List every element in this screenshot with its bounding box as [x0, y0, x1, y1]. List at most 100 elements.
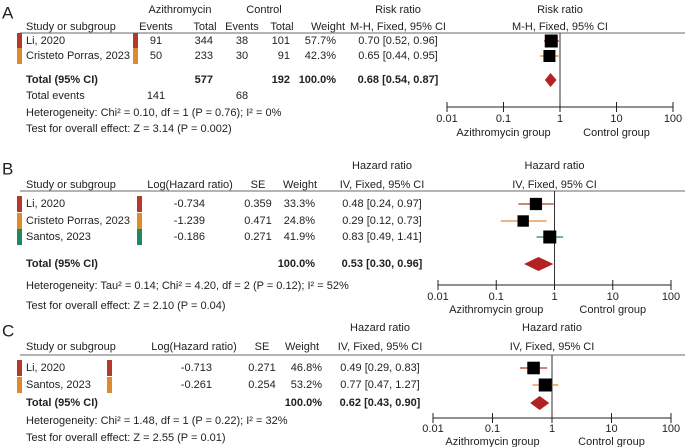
- plot-title: Hazard ratio: [522, 322, 582, 334]
- column-header: Total: [193, 21, 216, 33]
- study-name: Cristeto Porras, 2023: [26, 215, 130, 227]
- study-cell: 24.8%: [284, 215, 315, 227]
- study-cell: -0.186: [174, 231, 205, 243]
- study-color-bar: [17, 33, 22, 49]
- total-cell: 100.0%: [278, 258, 316, 270]
- overall-effect-text: Test for overall effect: Z = 3.14 (P = 0…: [26, 123, 232, 135]
- study-cell: 0.271: [244, 231, 272, 243]
- favours-left-label: Azithromycin group: [456, 127, 550, 139]
- group-header: Risk ratio: [375, 4, 421, 16]
- x-tick-label: 100: [662, 291, 680, 303]
- column-header: Log(Hazard ratio): [147, 179, 233, 191]
- total-events-cell: 68: [236, 90, 248, 102]
- study-color-bar: [17, 229, 22, 245]
- total-cell: 0.68 [0.54, 0.87]: [358, 74, 439, 86]
- panel-letter: C: [2, 321, 14, 340]
- x-tick-label: 10: [610, 113, 622, 125]
- study-name: Li, 2020: [26, 198, 65, 210]
- x-tick-label: 0.01: [427, 291, 448, 303]
- study-color-bar: [17, 213, 22, 229]
- column-header: Events: [225, 21, 259, 33]
- column-header: SE: [251, 179, 266, 191]
- study-cell: 0.48 [0.24, 0.97]: [342, 198, 422, 210]
- study-cell: 0.271: [248, 362, 276, 374]
- study-color-bar: [17, 360, 22, 376]
- study-cell: 91: [150, 35, 162, 47]
- study-color-bar: [133, 48, 138, 64]
- x-tick-label: 10: [607, 291, 619, 303]
- panel-letter: A: [2, 3, 14, 22]
- study-cell: 344: [195, 35, 213, 47]
- study-cell: 0.65 [0.44, 0.95]: [358, 50, 438, 62]
- column-header: IV, Fixed, 95% CI: [338, 341, 423, 353]
- panel-letter: B: [2, 159, 13, 178]
- total-events-cell: 141: [147, 90, 165, 102]
- heterogeneity-text: Heterogeneity: Chi² = 0.10, df = 1 (P = …: [26, 107, 282, 119]
- x-tick-label: 1: [551, 291, 557, 303]
- column-header: Weight: [311, 21, 345, 33]
- study-name: Santos, 2023: [26, 379, 91, 391]
- column-header: Weight: [285, 341, 319, 353]
- total-label: Total (95% CI): [26, 397, 98, 409]
- total-events-label: Total events: [26, 90, 85, 102]
- study-color-bar: [137, 213, 142, 229]
- total-cell: 100.0%: [285, 397, 323, 409]
- overall-effect-text: Test for overall effect: Z = 2.10 (P = 0…: [26, 300, 226, 312]
- column-header-study: Study or subgroup: [26, 341, 116, 353]
- x-tick-label: 0.01: [436, 113, 457, 125]
- plot-title: Hazard ratio: [525, 160, 585, 172]
- study-cell: -0.734: [174, 198, 205, 210]
- x-tick-label: 10: [605, 423, 617, 435]
- x-tick-label: 0.1: [489, 291, 504, 303]
- x-tick-label: 0.01: [422, 423, 443, 435]
- study-cell: 0.83 [0.49, 1.41]: [342, 231, 422, 243]
- pooled-estimate-diamond: [544, 73, 557, 87]
- study-cell: -1.239: [174, 215, 205, 227]
- study-cell: -0.261: [181, 379, 212, 391]
- study-color-bar: [107, 360, 112, 376]
- column-header: SE: [255, 341, 270, 353]
- pooled-estimate-diamond: [524, 257, 554, 271]
- x-tick-label: 0.1: [485, 423, 500, 435]
- study-color-bar: [137, 196, 142, 212]
- total-label: Total (95% CI): [26, 258, 98, 270]
- x-tick-label: 100: [662, 423, 680, 435]
- study-cell: 38: [236, 35, 248, 47]
- overall-effect-text: Test for overall effect: Z = 2.55 (P = 0…: [26, 432, 226, 444]
- column-header: Log(Hazard ratio): [151, 341, 237, 353]
- study-estimate-square: [517, 215, 529, 227]
- study-color-bar: [137, 229, 142, 245]
- heterogeneity-text: Heterogeneity: Chi² = 1.48, df = 1 (P = …: [26, 415, 288, 427]
- study-estimate-square: [538, 378, 552, 392]
- group-header: Hazard ratio: [352, 160, 412, 172]
- study-cell: 0.29 [0.12, 0.73]: [342, 215, 422, 227]
- study-estimate-square: [544, 34, 558, 48]
- study-cell: 42.3%: [305, 50, 336, 62]
- total-cell: 192: [272, 74, 290, 86]
- total-cell: 577: [195, 74, 213, 86]
- plot-subtitle: M-H, Fixed, 95% CI: [512, 21, 608, 33]
- forest-panel-c: C Hazard ratio Study or subgroup Log(Hazard…: [2, 321, 685, 447]
- group-header: Azithromycin: [149, 4, 212, 16]
- study-cell: 0.359: [244, 198, 272, 210]
- column-header: Events: [139, 21, 173, 33]
- favours-right-label: Control group: [583, 127, 650, 139]
- column-header: Total: [270, 21, 293, 33]
- x-tick-label: 100: [664, 113, 682, 125]
- favours-right-label: Control group: [578, 436, 645, 447]
- study-color-bar: [17, 196, 22, 212]
- forest-panel-b: B Hazard ratio Study or subgroup Log(Hazard…: [2, 159, 685, 316]
- study-color-bar: [17, 48, 22, 64]
- column-header-study: Study or subgroup: [26, 179, 116, 191]
- study-estimate-square: [527, 361, 540, 375]
- column-header-study: Study or subgroup: [26, 21, 116, 33]
- favours-right-label: Control group: [579, 304, 646, 316]
- study-cell: 57.7%: [305, 35, 336, 47]
- study-color-bar: [107, 377, 112, 393]
- plot-subtitle: IV, Fixed, 95% CI: [512, 179, 597, 191]
- forest-panel-a: A Azithromycin Control Risk ratio Study or s…: [2, 3, 685, 139]
- column-header: IV, Fixed, 95% CI: [340, 179, 425, 191]
- study-name: Li, 2020: [26, 362, 65, 374]
- total-cell: 100.0%: [299, 74, 337, 86]
